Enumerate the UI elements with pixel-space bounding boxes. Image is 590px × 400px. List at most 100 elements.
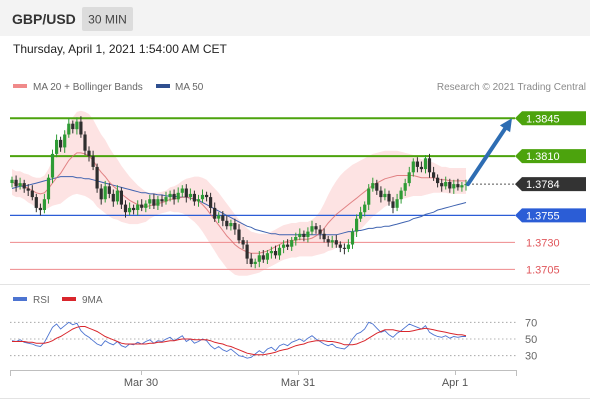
- candle-body: [350, 231, 355, 245]
- ma50-legend-label: MA 50: [175, 82, 204, 93]
- candle-body: [160, 199, 164, 202]
- candle-body: [346, 244, 350, 249]
- level-value-1.3845: 1.3845: [526, 113, 560, 125]
- candle-body: [71, 123, 75, 130]
- candle-body: [136, 204, 140, 210]
- candle-body: [294, 237, 298, 241]
- candle-body: [46, 177, 51, 200]
- candle-body: [387, 193, 391, 202]
- x-tick-label: Mar 30: [124, 377, 158, 389]
- level-value-1.3810: 1.3810: [526, 151, 560, 163]
- candle-body: [209, 197, 213, 208]
- candle-body: [111, 193, 115, 202]
- candle-body: [427, 158, 432, 173]
- candle-body: [249, 258, 253, 264]
- candle-body: [265, 253, 269, 260]
- candle-body: [180, 188, 184, 193]
- bollinger-bands: [12, 110, 466, 276]
- candle-body: [188, 193, 192, 198]
- candle-body: [172, 193, 176, 200]
- ma50-line: [11, 176, 467, 236]
- x-axis: Mar 30 Mar 31 Apr 1: [124, 370, 468, 389]
- candle-body: [148, 199, 152, 204]
- candle-body: [103, 186, 107, 200]
- candle-body: [233, 223, 237, 230]
- candle-body: [87, 150, 91, 157]
- candle-body: [395, 199, 399, 208]
- level-value-1.3730: 1.3730: [526, 237, 560, 249]
- candle-body: [59, 139, 63, 148]
- candle-body: [144, 203, 148, 208]
- candle-body: [217, 215, 221, 219]
- candle-body: [338, 244, 342, 248]
- candle-body: [456, 184, 460, 188]
- candle-body: [310, 226, 314, 232]
- candle-body: [460, 185, 464, 188]
- candle-body: [200, 194, 205, 200]
- projection-arrow: [466, 118, 512, 187]
- candle-body: [342, 247, 346, 249]
- candle-body: [261, 255, 265, 260]
- candle-body: [205, 194, 209, 198]
- level-tag-1.3784: [515, 177, 586, 192]
- x-tick-label: Apr 1: [442, 377, 468, 389]
- ma9-legend-label: 9MA: [82, 295, 103, 306]
- candle-body: [407, 172, 411, 184]
- rsi-legend-swatch: [13, 297, 27, 301]
- ma20-legend-swatch: [13, 84, 27, 88]
- candle-body: [379, 190, 383, 198]
- candlesticks: [10, 116, 468, 269]
- level-value-1.3755: 1.3755: [526, 210, 560, 222]
- candle-body: [322, 233, 326, 240]
- candle-body: [237, 229, 241, 241]
- candle-body: [26, 188, 30, 191]
- candle-body: [273, 251, 278, 256]
- ma50-legend-swatch: [156, 84, 170, 88]
- projection-arrow-shaft: [466, 123, 509, 187]
- datetime-label: Thursday, April 1, 2021 1:54:00 AM CET: [13, 42, 228, 56]
- candle-body: [253, 261, 257, 264]
- candle-body: [241, 240, 245, 245]
- candle-body: [419, 166, 423, 170]
- candle-body: [286, 244, 290, 247]
- candle-body: [156, 199, 160, 206]
- candle-body: [75, 121, 79, 130]
- level-value-1.3705: 1.3705: [526, 264, 560, 276]
- level-tag-1.3755: [515, 208, 586, 223]
- candle-body: [298, 233, 302, 237]
- candle-body: [168, 193, 172, 198]
- candle-body: [245, 244, 249, 259]
- candle-body: [423, 158, 428, 170]
- candle-body: [128, 207, 132, 213]
- candle-body: [10, 179, 14, 183]
- candle-body: [196, 199, 201, 202]
- candle-body: [221, 215, 225, 221]
- candle-body: [371, 183, 375, 189]
- candle-body: [334, 240, 338, 245]
- candle-body: [375, 183, 379, 191]
- rsi-line: [11, 321, 466, 359]
- candle-body: [257, 255, 261, 262]
- rsi-panel: 30 50 70: [10, 317, 537, 363]
- candle-body: [213, 207, 217, 219]
- candle-body: [399, 190, 403, 200]
- candle-body: [355, 218, 359, 232]
- candle-body: [184, 188, 188, 198]
- candle-body: [277, 247, 282, 256]
- timeframe-badge[interactable]: [82, 7, 133, 31]
- price-level-labels: 1.3845 1.3810 1.3784 1.3755 1.3730 1.3705: [515, 111, 586, 276]
- candle-body: [63, 134, 67, 148]
- candle-body: [318, 229, 322, 234]
- candle-body: [176, 192, 180, 200]
- candle-body: [444, 182, 448, 187]
- ma9-legend-swatch: [62, 297, 76, 301]
- candle-body: [95, 166, 99, 189]
- rsi-ma9-line: [12, 326, 467, 356]
- candle-body: [302, 233, 306, 237]
- level-tag-1.3810: [515, 149, 586, 164]
- candle-body: [192, 193, 196, 202]
- candle-body: [464, 184, 468, 186]
- candle-body: [55, 139, 59, 154]
- candle-body: [282, 244, 286, 248]
